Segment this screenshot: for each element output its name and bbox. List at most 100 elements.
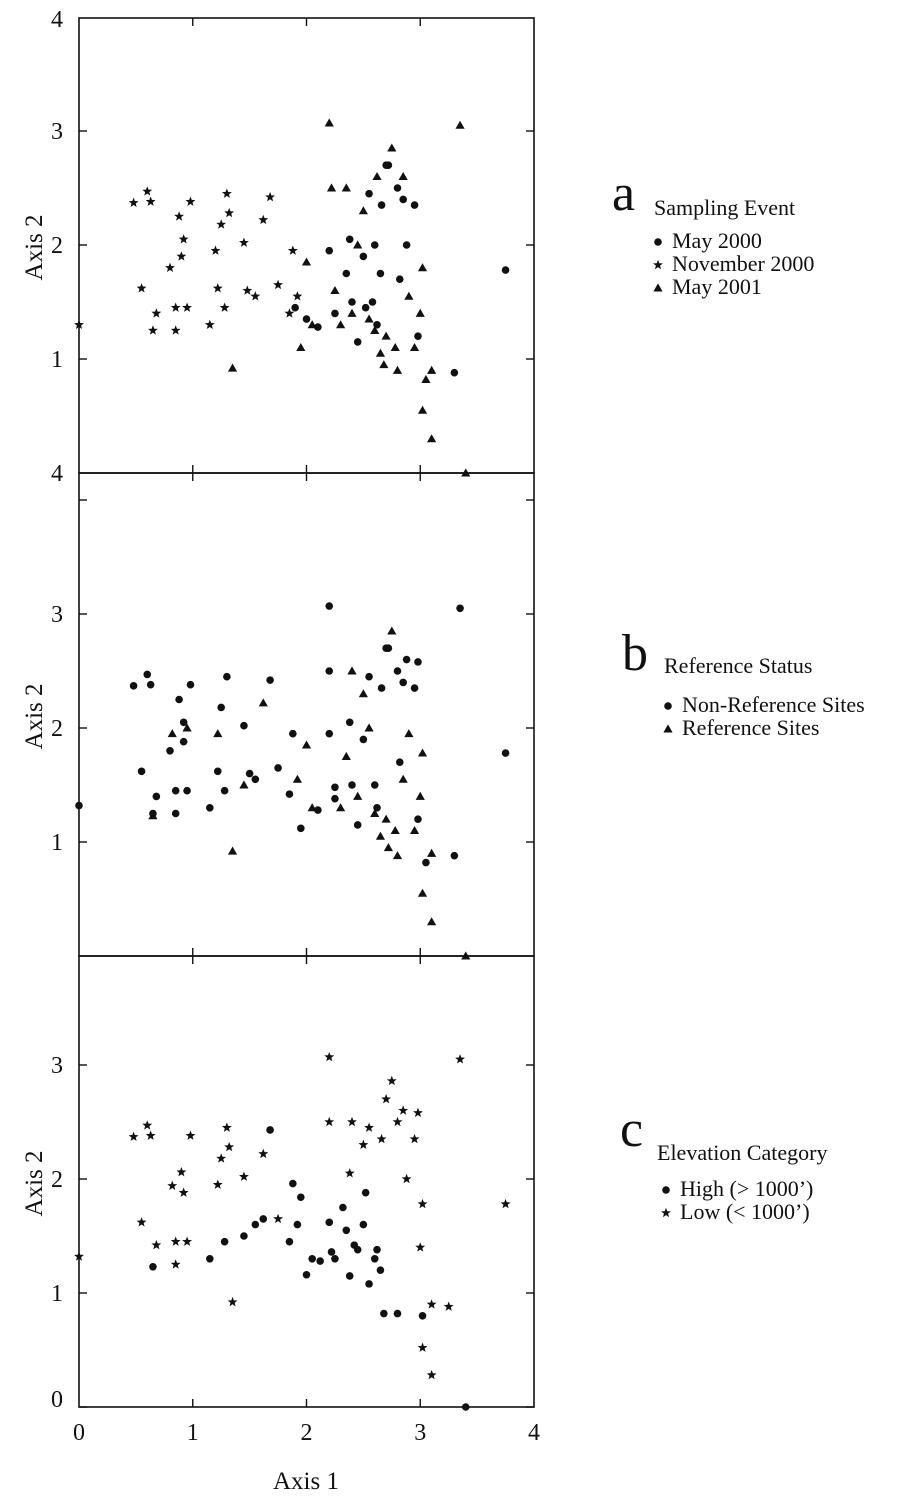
data-point-triangle <box>372 172 382 181</box>
y-tick-label: 1 <box>51 830 63 856</box>
data-point-circle <box>393 1309 402 1318</box>
data-point-circle <box>285 1237 294 1246</box>
data-point-triangle <box>324 118 334 127</box>
data-point-triangle <box>336 320 346 329</box>
data-point-star <box>212 1179 223 1189</box>
data-point-circle <box>179 718 188 727</box>
data-point-star <box>324 1051 335 1062</box>
data-point-circle <box>345 718 354 727</box>
data-point-star <box>176 251 187 261</box>
legend-triangle-icon <box>663 724 673 733</box>
data-point-star <box>178 1187 189 1197</box>
data-point-star <box>221 1122 232 1132</box>
data-point-circle <box>220 1237 229 1246</box>
data-point-star <box>292 291 303 301</box>
legend-circle-icon <box>662 1186 670 1194</box>
data-point-triangle <box>292 774 302 783</box>
data-point-triangle <box>364 314 374 323</box>
data-point-triangle <box>404 291 414 300</box>
data-point-star <box>358 1139 369 1150</box>
data-point-triangle <box>347 308 357 317</box>
data-point-triangle <box>347 666 357 675</box>
data-point-circle <box>353 338 362 346</box>
data-point-circle <box>402 655 411 664</box>
data-point-circle <box>251 775 260 784</box>
data-point-triangle <box>258 698 268 707</box>
data-point-circle <box>240 721 248 730</box>
data-point-circle <box>370 1255 379 1263</box>
data-point-circle <box>325 667 334 675</box>
data-point-star <box>258 214 269 225</box>
data-point-triangle <box>375 831 386 840</box>
data-point-circle <box>171 809 180 818</box>
data-point-star <box>74 319 84 330</box>
data-point-circle <box>361 1188 370 1197</box>
data-point-triangle <box>296 343 306 352</box>
y-tick-label: 4 <box>51 461 63 487</box>
data-point-triangle <box>358 206 368 215</box>
panel-letter: c <box>620 1101 643 1158</box>
data-point-star <box>151 1239 162 1250</box>
data-point-circle <box>384 161 393 169</box>
data-point-circle <box>220 786 229 795</box>
data-point-star <box>212 283 223 293</box>
data-point-circle <box>251 1220 260 1229</box>
data-point-triangle <box>239 780 249 789</box>
data-point-circle <box>370 781 379 789</box>
data-point-star <box>344 1168 355 1178</box>
legend-item-label: Reference Sites <box>682 715 819 740</box>
data-point-circle <box>501 266 510 274</box>
data-point-circle <box>359 1220 368 1229</box>
data-point-star <box>178 234 189 244</box>
data-point-circle <box>129 682 138 690</box>
data-point-circle <box>245 769 254 778</box>
legend-item-label: Non-Reference Sites <box>682 692 865 717</box>
data-point-circle <box>361 303 370 312</box>
data-point-star <box>142 186 153 196</box>
data-point-circle <box>293 1220 302 1229</box>
data-point-triangle <box>227 846 238 855</box>
data-point-star <box>216 219 227 229</box>
data-point-triangle <box>326 183 337 192</box>
data-point-circle <box>348 781 356 789</box>
data-point-circle <box>166 747 174 755</box>
data-point-circle <box>285 790 294 798</box>
data-point-circle <box>365 189 373 198</box>
legend-c: c Elevation Category High (> 1000’)Low (< … <box>620 1101 827 1224</box>
data-point-star <box>151 308 162 318</box>
data-point-circle <box>297 824 305 833</box>
data-point-triangle <box>392 851 403 860</box>
data-point-triangle <box>392 365 403 374</box>
data-point-circle <box>331 1255 339 1263</box>
data-point-circle <box>325 246 334 255</box>
legend-circle-icon <box>664 702 672 710</box>
data-point-triangle <box>379 360 389 369</box>
data-point-circle <box>342 269 351 278</box>
y-tick-label: 1 <box>51 1281 63 1307</box>
x-tick-label: 4 <box>528 1420 540 1446</box>
data-point-triangle <box>390 826 400 835</box>
data-point-circle <box>376 269 385 278</box>
data-point-circle <box>501 749 510 757</box>
data-point-star <box>136 283 147 293</box>
data-point-circle <box>461 1403 470 1411</box>
data-point-star <box>381 1094 392 1104</box>
legend-star-icon <box>653 259 663 270</box>
data-point-circle <box>259 1215 268 1223</box>
data-point-triangle <box>409 343 420 352</box>
data-point-star <box>219 302 230 312</box>
data-point-star <box>287 245 298 255</box>
data-point-circle <box>143 670 152 679</box>
data-point-star <box>415 1242 426 1252</box>
data-point-star <box>74 1251 84 1261</box>
data-point-star <box>221 188 232 198</box>
data-point-circle <box>380 1309 388 1318</box>
panel-a: 1 2 3 4 Axis 2 <box>21 7 535 477</box>
data-point-star <box>273 1213 284 1224</box>
data-point-circle <box>213 767 222 776</box>
data-point-triangle <box>381 331 391 340</box>
data-point-star <box>392 1116 403 1127</box>
data-point-star <box>417 1198 428 1209</box>
data-point-star <box>204 319 215 330</box>
